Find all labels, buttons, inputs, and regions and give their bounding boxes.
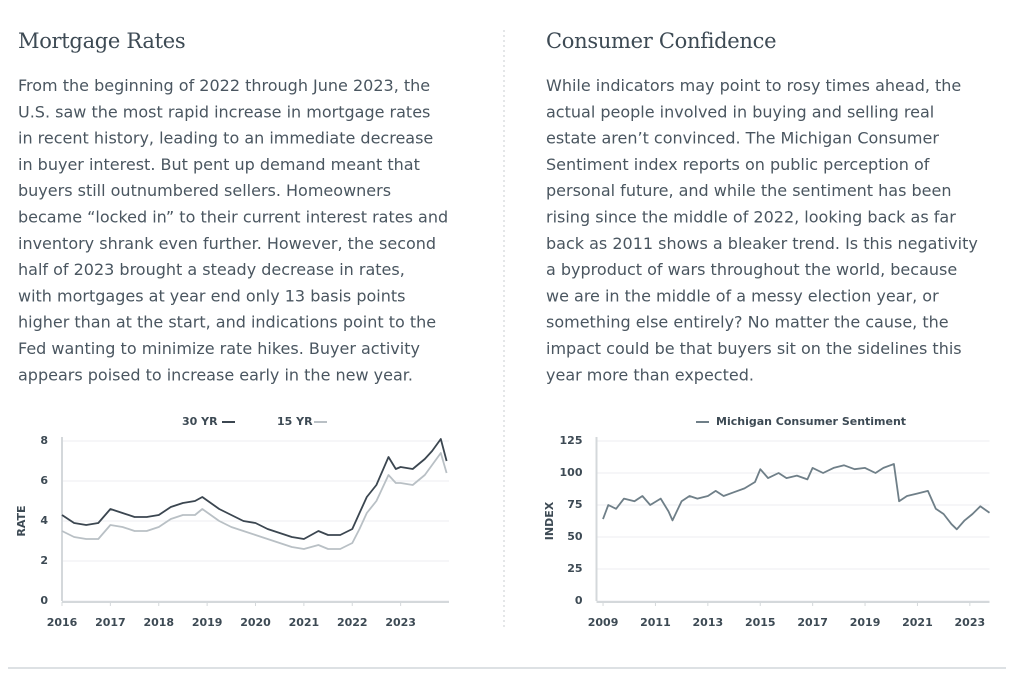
paragraph-line: appears poised to increase early in the … [18, 365, 413, 384]
paragraph-line: in recent history, leading to an immedia… [18, 129, 433, 148]
legend-label: 30 YR [182, 415, 218, 428]
legend-label: 15 YR [277, 415, 313, 428]
y-axis-label: RATE [15, 505, 28, 536]
series-line [61, 452, 448, 550]
section-heading: Consumer Confidence [546, 29, 776, 53]
paragraph-line: From the beginning of 2022 through June … [18, 76, 430, 95]
paragraph-line: actual people involved in buying and sel… [546, 102, 934, 121]
y-tick-label: 125 [560, 434, 583, 447]
x-tick-label: 2011 [640, 616, 671, 629]
paragraph-line: half of 2023 brought a steady decrease i… [18, 260, 405, 279]
y-tick-label: 8 [40, 434, 48, 447]
x-tick-label: 2017 [797, 616, 828, 629]
series-line [602, 463, 991, 531]
paragraph-line: While indicators may point to rosy times… [546, 76, 961, 95]
x-tick-label: 2013 [693, 616, 724, 629]
legend-label: Michigan Consumer Sentiment [716, 415, 906, 428]
x-tick-label: 2015 [745, 616, 776, 629]
paragraph-line: Fed wanting to minimize rate hikes. Buye… [18, 339, 420, 358]
paragraph-line: in buyer interest. But pent up demand me… [18, 155, 420, 174]
x-tick-label: 2022 [337, 616, 368, 629]
paragraph-line: impact could be that buyers sit on the s… [546, 339, 962, 358]
x-tick-label: 2017 [95, 616, 126, 629]
y-tick-label: 0 [575, 594, 583, 607]
x-tick-label: 2016 [47, 616, 78, 629]
paragraph-line: became “locked in” to their current inte… [18, 208, 448, 227]
paragraph-line: U.S. saw the most rapid increase in mort… [18, 102, 430, 121]
x-tick-label: 2021 [289, 616, 320, 629]
x-tick-label: 2020 [240, 616, 271, 629]
x-tick-label: 2023 [955, 616, 986, 629]
paragraph-line: we are in the middle of a messy election… [546, 286, 939, 305]
y-tick-label: 4 [40, 514, 48, 527]
paragraph-line: with mortgages at year end only 13 basis… [18, 286, 406, 305]
paragraph-line: something else entirely? No matter the c… [546, 313, 949, 332]
paragraph-line: year more than expected. [546, 365, 754, 384]
paragraph-line: rising since the middle of 2022, looking… [546, 208, 956, 227]
paragraph-line: a byproduct of wars throughout the world… [546, 260, 957, 279]
series-line [61, 438, 448, 540]
x-tick-label: 2021 [902, 616, 933, 629]
y-tick-label: 75 [567, 498, 582, 511]
paragraph-line: inventory shrank even further. However, … [18, 234, 436, 253]
y-tick-label: 0 [40, 594, 48, 607]
paragraph-line: back as 2011 shows a bleaker trend. Is t… [546, 234, 978, 253]
y-tick-label: 6 [40, 474, 48, 487]
y-tick-label: 25 [567, 562, 582, 575]
paragraph-line: estate aren’t convinced. The Michigan Co… [546, 129, 939, 148]
paragraph-line: buyers still outnumbered sellers. Homeow… [18, 181, 391, 200]
x-tick-label: 2009 [588, 616, 619, 629]
x-tick-label: 2019 [850, 616, 881, 629]
paragraph-line: higher than at the start, and indication… [18, 313, 436, 332]
paragraph-line: Sentiment index reports on public percep… [546, 155, 930, 174]
x-tick-label: 2019 [192, 616, 223, 629]
x-tick-label: 2018 [143, 616, 174, 629]
y-axis-label: INDEX [543, 501, 556, 540]
x-tick-label: 2023 [385, 616, 416, 629]
y-tick-label: 100 [560, 466, 583, 479]
paragraph-line: personal future, and while the sentiment… [546, 181, 952, 200]
y-tick-label: 50 [567, 530, 583, 543]
section-heading: Mortgage Rates [18, 29, 185, 53]
y-tick-label: 2 [40, 554, 48, 567]
